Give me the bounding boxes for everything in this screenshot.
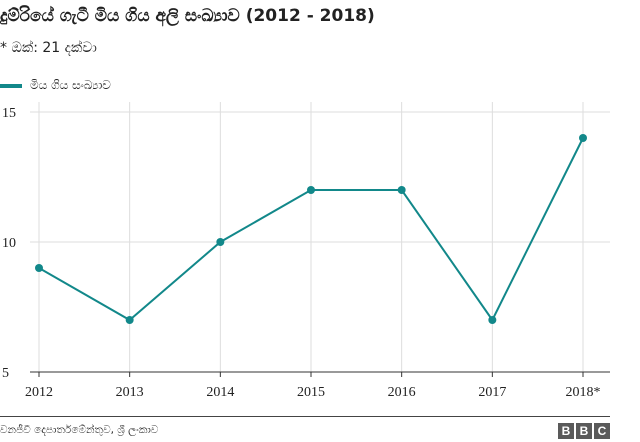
data-point xyxy=(125,316,134,324)
legend-label: මිය ගිය සංඛ්‍යාව xyxy=(30,78,111,92)
x-tick-label: 2014 xyxy=(206,385,234,400)
x-tick-label: 2017 xyxy=(478,385,506,400)
y-tick-label: 10 xyxy=(2,236,16,251)
chart-title: දුම්රියේ ගැටී මිය ගිය අලි සංඛ්‍යාව (2012… xyxy=(0,6,375,26)
bbc-logo: B B C xyxy=(558,423,610,439)
bbc-logo-b1: B xyxy=(558,423,574,439)
source-text: වනජීවී දෙපාර්තමේන්තුව, ශ්‍රී ලංකාව xyxy=(0,424,159,436)
y-tick-label: 5 xyxy=(2,366,9,381)
x-tick-label: 2015 xyxy=(297,385,325,400)
axis-layer xyxy=(30,371,610,377)
x-tick-label: 2012 xyxy=(25,385,53,400)
label-layer: 15 10 5 2012 2013 2014 2015 2016 2017 2018* xyxy=(2,106,601,400)
bbc-logo-b2: B xyxy=(576,423,592,439)
y-tick-label: 15 xyxy=(2,106,16,121)
chart-subtitle: * ඔක්: 21 දක්වා xyxy=(0,40,97,56)
data-point xyxy=(216,238,225,246)
data-point xyxy=(397,186,406,194)
series-layer xyxy=(35,134,587,324)
x-tick-label: 2013 xyxy=(116,385,144,400)
data-point xyxy=(307,186,315,194)
data-point xyxy=(579,134,587,142)
data-point xyxy=(35,264,43,272)
x-tick-label: 2016 xyxy=(388,385,416,400)
bbc-logo-c: C xyxy=(594,423,610,439)
grid-layer xyxy=(30,102,610,372)
footer-divider xyxy=(0,416,610,417)
data-point xyxy=(488,316,497,324)
legend: මිය ගිය සංඛ්‍යාව xyxy=(0,78,111,93)
x-tick-label: 2018* xyxy=(566,385,601,400)
legend-swatch xyxy=(0,83,22,88)
